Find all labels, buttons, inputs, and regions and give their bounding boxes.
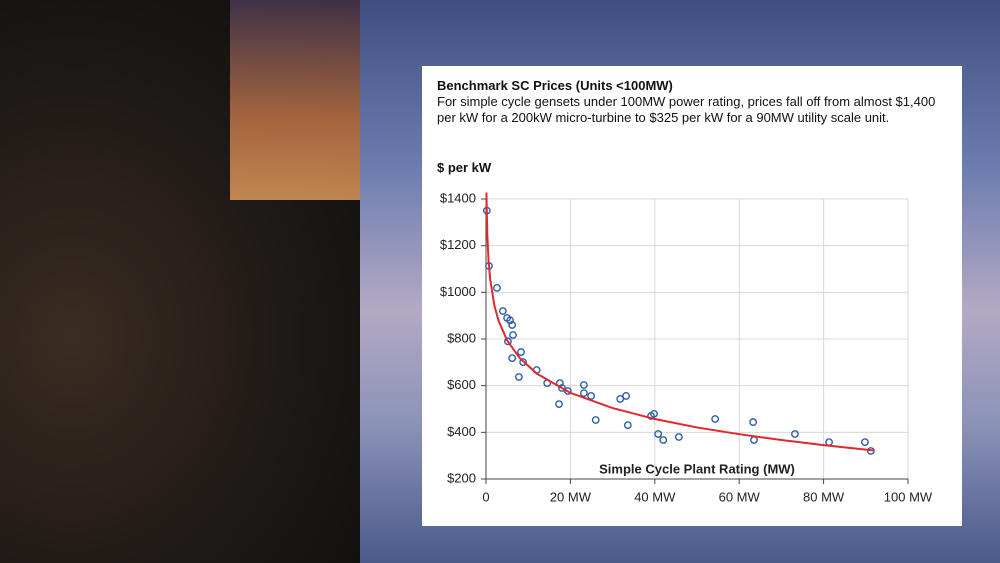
data-point bbox=[498, 307, 507, 315]
data-point bbox=[623, 421, 632, 429]
y-tick-label: $200 bbox=[447, 470, 476, 485]
x-axis-label: Simple Cycle Plant Rating (MW) bbox=[599, 461, 795, 476]
sky-glow bbox=[230, 0, 360, 200]
data-point bbox=[515, 373, 523, 381]
x-tick-label: 100 MW bbox=[884, 489, 933, 504]
data-point bbox=[508, 321, 517, 329]
y-tick-label: $800 bbox=[447, 330, 476, 345]
data-point bbox=[506, 316, 514, 325]
trend-line bbox=[485, 192, 875, 452]
x-tick-label: 40 MW bbox=[634, 489, 676, 504]
data-point bbox=[563, 387, 572, 395]
y-axis-label: $ per kW bbox=[437, 160, 492, 175]
x-tick-label: 20 MW bbox=[550, 489, 592, 504]
data-point bbox=[580, 389, 588, 398]
y-tick-label: $400 bbox=[447, 424, 476, 439]
data-point bbox=[622, 392, 631, 400]
x-tick-label: 60 MW bbox=[719, 489, 761, 504]
x-tick-label: 0 bbox=[482, 489, 489, 504]
data-point bbox=[587, 392, 595, 400]
data-point bbox=[517, 348, 525, 356]
data-point bbox=[504, 337, 512, 346]
data-point bbox=[749, 418, 758, 426]
y-tick-label: $1400 bbox=[440, 190, 476, 205]
data-point bbox=[508, 354, 517, 363]
y-tick-label: $1200 bbox=[440, 237, 476, 252]
data-point bbox=[580, 381, 588, 389]
data-point bbox=[674, 433, 683, 441]
data-point bbox=[519, 358, 528, 366]
data-point bbox=[555, 400, 563, 408]
chart-header: Benchmark SC Prices (Units <100MW) For s… bbox=[437, 78, 952, 126]
data-point bbox=[791, 430, 799, 438]
data-point bbox=[750, 436, 758, 444]
data-point bbox=[654, 430, 663, 438]
data-point bbox=[616, 395, 625, 403]
data-point bbox=[493, 283, 501, 292]
y-tick-label: $600 bbox=[447, 377, 476, 392]
data-point bbox=[659, 436, 668, 444]
y-tick-label: $1000 bbox=[440, 284, 476, 299]
chart-subtitle: For simple cycle gensets under 100MW pow… bbox=[437, 94, 936, 125]
data-point bbox=[558, 384, 566, 392]
x-tick-label: 80 MW bbox=[803, 489, 845, 504]
data-point bbox=[825, 438, 833, 447]
data-point bbox=[509, 331, 517, 339]
data-point bbox=[650, 409, 658, 418]
data-point bbox=[591, 416, 600, 424]
data-point bbox=[861, 438, 869, 447]
chart-title: Benchmark SC Prices (Units <100MW) bbox=[437, 78, 673, 93]
data-point bbox=[711, 415, 720, 423]
